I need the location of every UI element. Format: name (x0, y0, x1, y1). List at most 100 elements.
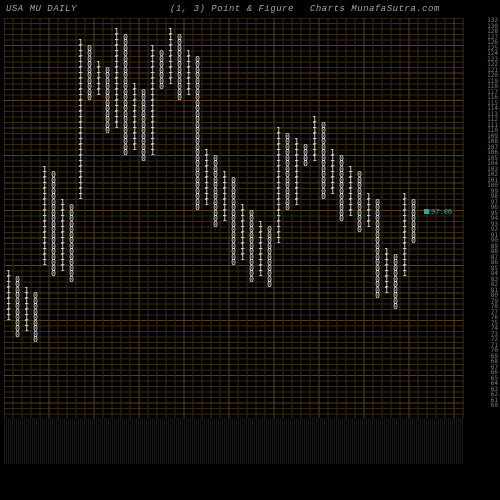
footer-bar (208, 418, 209, 464)
pnf-column: 11111111111111111111111111111 (76, 40, 85, 200)
footer-bar (32, 418, 33, 464)
footer-bar (76, 418, 77, 464)
footer-bar (380, 418, 381, 464)
footer-bar (428, 418, 429, 464)
footer-bar (446, 418, 447, 464)
footer-bar (48, 418, 49, 464)
footer-bar (36, 418, 37, 464)
pnf-column: 11111111 (310, 117, 319, 161)
footer-bar (222, 418, 223, 464)
footer-bar (366, 418, 367, 464)
footer-bar (164, 418, 165, 464)
footer-bar (306, 418, 307, 464)
footer-bar (268, 418, 269, 464)
footer-bar (406, 418, 407, 464)
footer-bar (70, 418, 71, 464)
footer-bar (310, 418, 311, 464)
footer-bar (206, 418, 207, 464)
footer-bar (402, 418, 403, 464)
footer-bar (320, 418, 321, 464)
footer-bar (190, 418, 191, 464)
footer-bar (46, 418, 47, 464)
footer-bar (64, 418, 65, 464)
footer-bar (78, 418, 79, 464)
pnf-column: 111111111111111111111 (274, 128, 283, 244)
pnf-column: 00000000000 (13, 277, 22, 338)
footer-bar (86, 418, 87, 464)
footer-bar (410, 418, 411, 464)
footer-bar (286, 418, 287, 464)
footer-bar (420, 418, 421, 464)
pnf-column: 00000000 (409, 200, 418, 244)
footer-bar (182, 418, 183, 464)
footer-bar (450, 418, 451, 464)
footer-bar (212, 418, 213, 464)
footer-bar (372, 418, 373, 464)
footer-bar (276, 418, 277, 464)
footer-bar (68, 418, 69, 464)
footer-bar (390, 418, 391, 464)
pnf-column: 111111111111111111 (112, 29, 121, 128)
footer-bar (388, 418, 389, 464)
footer-bar (202, 418, 203, 464)
footer-bar (408, 418, 409, 464)
footer-bar (34, 418, 35, 464)
header-right: Charts MunafaSutra.com (310, 4, 440, 14)
footer-bar (200, 418, 201, 464)
pnf-column: 0000000000000 (247, 211, 256, 283)
footer-bar (362, 418, 363, 464)
footer-bar (248, 418, 249, 464)
footer-bar (10, 418, 11, 464)
footer-bar (304, 418, 305, 464)
footer-bar (298, 418, 299, 464)
pnf-column: 0000000000000000000 (49, 172, 58, 277)
pnf-chart: 1111111110000000000011111111000000000111… (4, 18, 464, 418)
footer-bar (102, 418, 103, 464)
footer-bar (184, 418, 185, 464)
footer-bar (56, 418, 57, 464)
footer-bar (356, 418, 357, 464)
pnf-column: 0000000 (157, 51, 166, 90)
footer-bar (132, 418, 133, 464)
footer-bar (172, 418, 173, 464)
footer-bar (376, 418, 377, 464)
footer-bar (224, 418, 225, 464)
pnf-column: 00000000000000 (67, 205, 76, 282)
footer-bar (154, 418, 155, 464)
footer-bar (424, 418, 425, 464)
footer-bar (272, 418, 273, 464)
pnf-column: 0000000000 (85, 46, 94, 101)
pnf-column: 11111111 (382, 249, 391, 293)
y-axis: 1321301281271261251241231221211201191181… (468, 18, 498, 418)
footer-bar (364, 418, 365, 464)
pnf-column: 0000000000000 (211, 156, 220, 228)
footer-bar (312, 418, 313, 464)
footer-bar (192, 418, 193, 464)
footer-strip (4, 418, 464, 464)
footer-bar (216, 418, 217, 464)
footer-bar (180, 418, 181, 464)
footer-bar (58, 418, 59, 464)
footer-bar (188, 418, 189, 464)
footer-bar (262, 418, 263, 464)
footer-bar (138, 418, 139, 464)
footer-bar (20, 418, 21, 464)
footer-bar (120, 418, 121, 464)
footer-bar (382, 418, 383, 464)
footer-bar (110, 418, 111, 464)
footer-bar (342, 418, 343, 464)
footer-bar (196, 418, 197, 464)
footer-bar (156, 418, 157, 464)
pnf-column: 00000000000 (355, 172, 364, 233)
footer-bar (308, 418, 309, 464)
pnf-column: 000000000000 (103, 68, 112, 134)
footer-bar (230, 418, 231, 464)
footer-bar (6, 418, 7, 464)
footer-bar (44, 418, 45, 464)
footer-bar (354, 418, 355, 464)
footer-bar (440, 418, 441, 464)
pnf-column: 111111 (364, 194, 373, 227)
footer-bar (454, 418, 455, 464)
footer-bar (30, 418, 31, 464)
header-left: USA MU DAILY (6, 4, 77, 14)
